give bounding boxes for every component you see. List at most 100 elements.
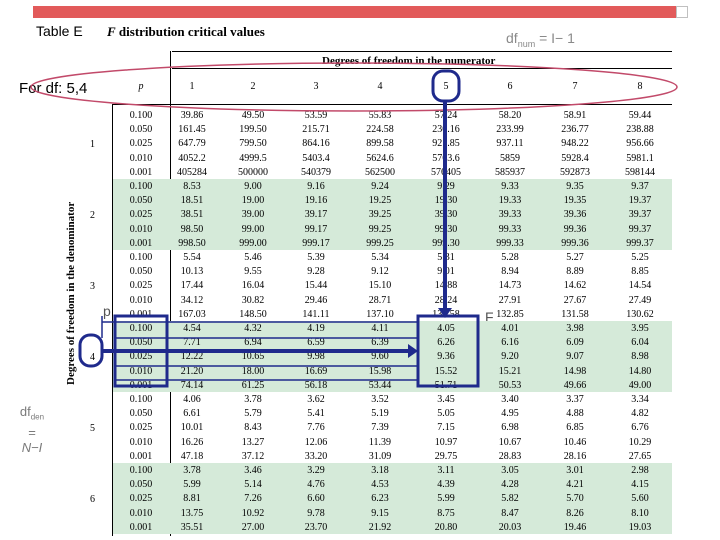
table-cell: 8.98 <box>631 351 649 363</box>
p-value: 0.010 <box>129 436 153 448</box>
table-cell: 5.31 <box>437 252 455 263</box>
dfden-sub: den <box>30 412 45 422</box>
table-cell: 10.92 <box>241 507 265 519</box>
table-cell: 99.33 <box>498 223 522 235</box>
table-cell: 5981.1 <box>626 152 654 164</box>
table-cell: 28.16 <box>563 450 587 462</box>
table-cell: 49.66 <box>563 379 587 391</box>
column-header-1: 1 <box>189 81 195 92</box>
table-cell: 937.11 <box>496 138 524 150</box>
df-label-5: 5 <box>90 423 95 435</box>
table-cell: 4.53 <box>371 479 389 491</box>
column-header-8: 8 <box>637 81 643 92</box>
table-cell: 9.00 <box>244 181 262 192</box>
table-cell: 9.55 <box>244 266 262 278</box>
p-value: 0.010 <box>129 152 153 164</box>
dfden-text: df <box>19 404 31 419</box>
table-cell: 9.12 <box>371 266 389 278</box>
table-cell: 4.01 <box>501 323 519 334</box>
table-cell: 167.03 <box>178 308 206 320</box>
table-cell: 58.91 <box>563 110 587 121</box>
table-cell: 131.58 <box>561 308 589 320</box>
table-cell: 5.27 <box>566 252 584 263</box>
table-cell: 15.44 <box>304 280 328 292</box>
table-cell: 7.26 <box>244 493 262 505</box>
p-value: 0.100 <box>129 252 153 263</box>
table-cell: 23.70 <box>304 521 328 533</box>
table-cell: 27.00 <box>241 521 265 533</box>
table-cell: 29.75 <box>434 450 458 462</box>
table-cell: 39.25 <box>368 209 392 221</box>
table-cell: 15.52 <box>434 365 458 377</box>
p-value: 0.050 <box>129 337 153 349</box>
table-cell: 4.88 <box>566 408 584 420</box>
table-cell: 39.36 <box>563 209 587 221</box>
table-cell: 576405 <box>431 166 461 178</box>
dfden-expr: N−I <box>21 439 43 455</box>
table-cell: 236.77 <box>561 124 589 136</box>
title-bar <box>33 6 688 18</box>
table-cell: 5.60 <box>631 493 649 505</box>
p-value: 0.010 <box>129 507 153 519</box>
table-cell: 57.24 <box>434 110 458 121</box>
table-cell: 999.17 <box>302 237 330 249</box>
df-column-rule <box>112 104 113 536</box>
table-cell: 9.78 <box>307 507 325 519</box>
p-value: 0.050 <box>129 195 153 207</box>
p-value: 0.050 <box>129 408 153 420</box>
column-header-4: 4 <box>377 81 383 92</box>
table-cell: 3.52 <box>371 394 389 405</box>
table-cell: 16.04 <box>241 280 265 292</box>
table-cell: 9.98 <box>307 351 325 363</box>
p-column-rule <box>170 51 171 536</box>
table-cell: 6.60 <box>307 493 325 505</box>
table-cell: 233.99 <box>496 124 524 136</box>
table-cell: 5.34 <box>371 252 389 263</box>
table-cell: 3.78 <box>244 394 262 405</box>
dfnum-sub: num <box>517 38 536 49</box>
table-cell: 999.33 <box>496 237 524 249</box>
table-cell: 27.65 <box>628 450 652 462</box>
table-cell: 19.46 <box>563 521 587 533</box>
table-cell: 540379 <box>301 166 331 178</box>
dfden-annotation: dfden = N−I <box>14 404 50 455</box>
table-cell: 20.03 <box>498 521 522 533</box>
table-cell: 6.09 <box>566 337 584 349</box>
table-cell: 14.80 <box>628 365 652 377</box>
table-cell: 17.44 <box>180 280 204 292</box>
dfden-eq: = <box>28 424 36 440</box>
p-annotation: p <box>103 303 111 319</box>
f-annotation: F <box>485 309 494 325</box>
table-cell: 999.30 <box>432 237 460 249</box>
table-cell: 37.12 <box>241 450 265 462</box>
table-cell: 8.10 <box>631 507 649 519</box>
table-cell: 5.25 <box>631 252 649 263</box>
table-cell: 4.95 <box>501 408 519 420</box>
table-cell: 2.98 <box>631 465 649 476</box>
table-cell: 161.45 <box>178 124 206 136</box>
table-cell: 14.73 <box>498 280 522 292</box>
table-cell: 14.98 <box>563 365 587 377</box>
table-cell: 3.95 <box>631 323 649 334</box>
table-title: F distribution critical values <box>107 24 265 40</box>
table-cell: 18.00 <box>241 365 265 377</box>
p-value: 0.010 <box>129 365 153 377</box>
header-rule <box>113 104 672 105</box>
table-cell: 61.25 <box>241 379 265 391</box>
df-label-4: 4 <box>90 352 95 364</box>
table-cell: 6.59 <box>307 337 325 349</box>
table-cell: 6.94 <box>244 337 262 349</box>
table-cell: 21.20 <box>180 365 204 377</box>
p-value: 0.025 <box>129 280 153 292</box>
distribution-letter: F <box>107 24 116 39</box>
p-value: 0.001 <box>129 166 153 178</box>
table-title-text: distribution critical values <box>118 24 265 39</box>
table-cell: 238.88 <box>626 124 654 136</box>
table-cell: 74.14 <box>180 379 204 391</box>
table-cell: 9.20 <box>501 351 519 363</box>
table-cell: 18.51 <box>180 195 204 207</box>
table-cell: 56.18 <box>304 379 328 391</box>
dfnum-text: df <box>506 30 518 46</box>
table-cell: 29.46 <box>304 294 328 306</box>
p-value: 0.010 <box>129 223 153 235</box>
